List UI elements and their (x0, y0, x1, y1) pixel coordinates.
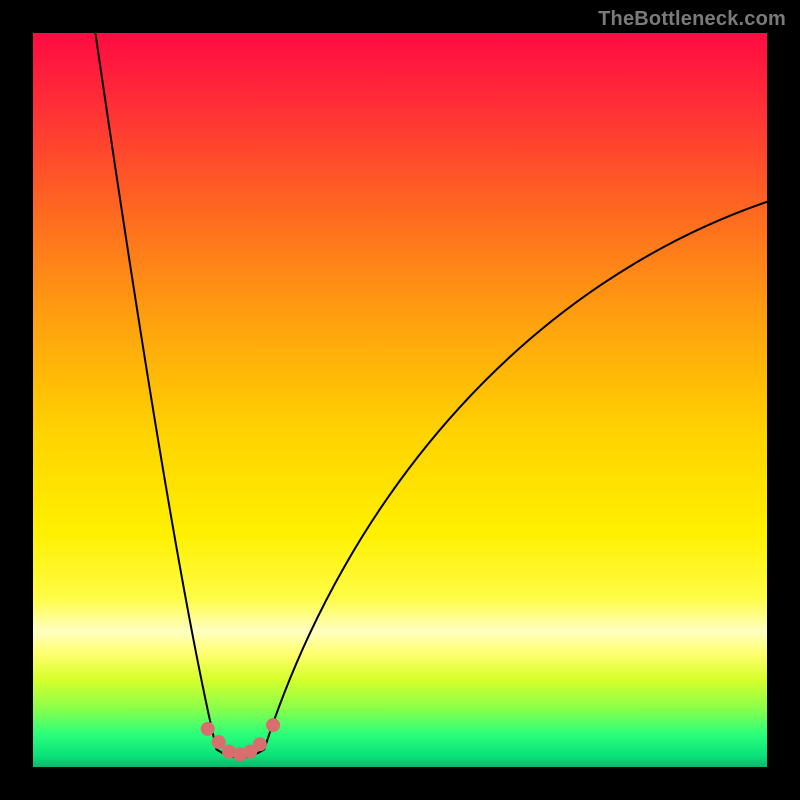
plot-background (33, 33, 767, 767)
marker-point (201, 722, 215, 736)
plot-svg (33, 33, 767, 767)
marker-point (253, 737, 267, 751)
marker-point (212, 735, 226, 749)
plot-area (33, 33, 767, 767)
watermark-text: TheBottleneck.com (598, 8, 786, 31)
marker-point (266, 718, 280, 732)
